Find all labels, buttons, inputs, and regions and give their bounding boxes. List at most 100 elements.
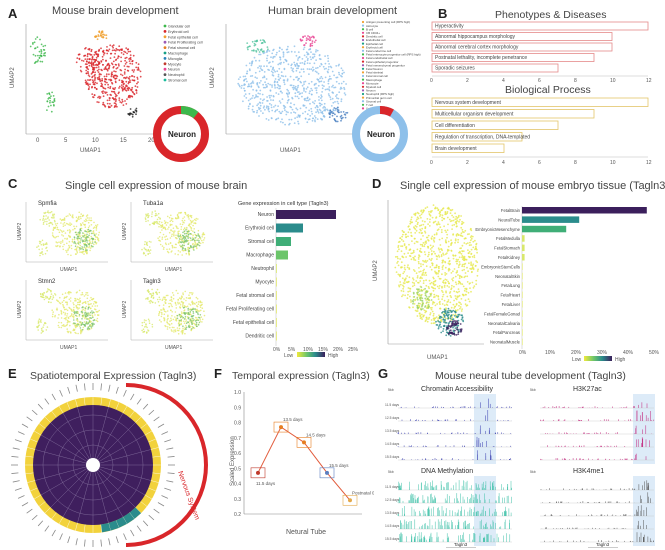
track-day: 15.5 days: [385, 455, 400, 459]
process-xtick: 4: [502, 160, 505, 166]
mouse-legend-item: Macrophage: [168, 52, 188, 56]
neural-tube-tracks: Chromatin Accessibility 5kb 11.5 days 12.5 …: [385, 386, 655, 548]
track-day: 13.5 days: [385, 511, 400, 515]
human-legend-dot: [361, 31, 365, 34]
process-bar-label: Brain development: [435, 146, 477, 152]
mouse-legend-item: Microglia: [168, 57, 182, 61]
phenotype-xtick: 4: [502, 78, 505, 84]
panel-d-legend-low: Low: [572, 357, 582, 363]
panel-c-content: Spmfia UMAP2 UMAP1 Tuba1a UMAP2 UMAP1 Stmn2 UMA…: [17, 201, 359, 359]
panel-a-umaps: 0 5 10 15 20 UMAP2 UMAP1 Glandular cellEryth…: [10, 20, 421, 162]
panel-f-ytick: 0.2: [234, 512, 241, 518]
human-legend-dot: [361, 96, 365, 99]
phenotype-bar: [431, 21, 649, 31]
temporal-box: [319, 467, 335, 479]
human-legend-item: Epithelial cell: [366, 42, 383, 46]
human-legend-dot: [361, 100, 365, 103]
human-legend-dot: [361, 53, 365, 56]
celltype-label: Fetal Proliferating cell: [226, 307, 274, 313]
gene-umap: Stmn2 UMAP2 UMAP1: [17, 279, 108, 351]
process-bar: [431, 120, 559, 130]
track-day: 12.5 days: [385, 498, 400, 502]
celltype-label: Erythroid cell: [245, 226, 274, 232]
human-legend-item: Macrophage: [366, 78, 382, 82]
tissue-label: FetalLung: [501, 283, 520, 288]
phenotype-bar: [431, 63, 559, 73]
panel-g-label: G: [378, 366, 389, 381]
track-title: Chromatin Accessibility: [421, 386, 493, 393]
celltype-bar: [276, 304, 277, 314]
temporal-point-label: 14.5 days: [306, 432, 326, 437]
human-legend-dot: [361, 89, 365, 92]
human-legend-dot: [361, 67, 365, 70]
temporal-point: [325, 470, 329, 475]
process-bar-label: Multicellular organism development: [435, 112, 514, 118]
tissue-label: FetalHeart: [500, 293, 520, 298]
mouse-xlabel: UMAP1: [80, 148, 101, 154]
human-xlabel: UMAP1: [280, 148, 301, 154]
tissue-bar: [522, 329, 523, 336]
track-title: DNA Methylation: [421, 468, 473, 475]
phenotype-xtick: 2: [466, 78, 469, 84]
mouse-xtick: 10: [92, 138, 99, 144]
tissue-bar: [522, 272, 523, 280]
human-legend-item: Dendritic cell: [366, 35, 383, 39]
mouse-legend-item: Myocyte: [168, 62, 181, 66]
mouse-donut-label: Neuron: [168, 130, 196, 139]
human-legend-dot: [361, 107, 365, 110]
human-legend-item: Primordial germ cell: [366, 96, 392, 100]
human-legend-dot: [361, 49, 365, 52]
human-ylabel: UMAP2: [210, 67, 216, 88]
panel-f-ytick: 0.6: [234, 451, 241, 457]
human-legend-dot: [361, 46, 365, 49]
human-legend-item: Endothelial cell: [366, 38, 386, 42]
process-bar: [431, 109, 595, 119]
process-xtick: 6: [538, 160, 541, 166]
panel-b-charts: Hyperactivity Abnormal hippocampus morpho…: [430, 21, 652, 166]
mouse-legend-dot: [163, 30, 167, 33]
celltype-label: Neutrophil: [251, 266, 274, 272]
gene-umap-ylabel: UMAP2: [122, 223, 128, 240]
celltype-bar: [276, 210, 336, 219]
panel-d-xtick: 30%: [597, 350, 608, 356]
temporal-box: [296, 437, 312, 448]
phenotypes-title: Phenotypes & Diseases: [495, 9, 607, 21]
mouse-legend-item: Stromal cell: [168, 79, 187, 83]
tissue-label: NeonatalCalvaria: [488, 321, 521, 326]
panel-d-ylabel: UMAP2: [373, 260, 379, 281]
human-legend-item: Fetal mesenchymal progenitor: [366, 63, 405, 67]
tissue-bar: [522, 244, 525, 252]
gene-umap: Tagln3 UMAP2 UMAP1: [122, 279, 213, 351]
human-legend-item: Fetal endothelial cell: [366, 56, 393, 60]
panel-f-ytick: 1.0: [234, 390, 241, 396]
track-day: 14.5 days: [385, 442, 400, 446]
temporal-point-label: 11.5 days: [256, 481, 276, 486]
panel-d-xtick: 20%: [571, 350, 582, 356]
human-legend-item: Neutrophil (RPS high): [366, 92, 394, 96]
signal-track: DNA Methylation 5kb 11.5 days 12.5 days 13.5…: [385, 468, 512, 548]
mouse-legend-dot: [163, 67, 167, 71]
mouse-legend-item: Neuron: [168, 68, 180, 72]
gene-name: Spmfia: [38, 201, 57, 207]
gene-umap: Spmfia UMAP2 UMAP1: [17, 201, 108, 273]
temporal-point: [302, 440, 306, 445]
phenotype-xtick: 0: [430, 78, 433, 84]
celltype-bar: [276, 223, 303, 233]
temporal-point: [348, 498, 352, 503]
human-donut: Neuron: [352, 106, 408, 162]
process-bar: [431, 97, 649, 107]
gene-name: Tagln3: [143, 279, 161, 285]
celltype-bar: [276, 331, 277, 341]
phenotype-xtick: 8: [574, 78, 577, 84]
human-legend-dot: [361, 71, 365, 74]
process-bar: [431, 143, 505, 153]
human-legend-dot: [361, 24, 365, 27]
human-legend-item: Stromal cell: [366, 99, 381, 103]
phenotype-bar-label: Abnormal cerebral cortex morphology: [435, 45, 519, 51]
process-xtick: 12: [646, 160, 652, 166]
tissue-label: NeonatalMuscle: [490, 340, 521, 345]
temporal-box: [273, 421, 289, 433]
process-bar-label: Regulation of transcription, DNA-templat…: [435, 135, 530, 141]
human-legend-dot: [361, 35, 365, 38]
celltype-bar: [276, 264, 277, 273]
